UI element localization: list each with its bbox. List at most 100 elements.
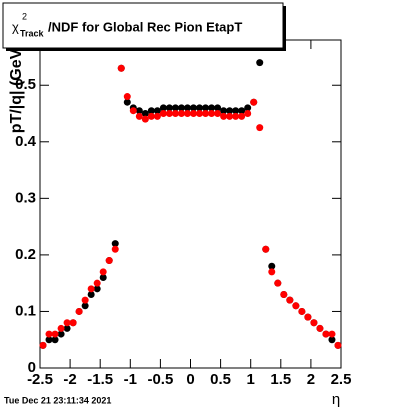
y-tick-label: 0.1 <box>15 302 36 319</box>
title-subscript: Track <box>20 28 45 38</box>
point <box>268 262 276 270</box>
point <box>123 93 131 101</box>
point <box>93 279 101 287</box>
point <box>196 104 204 112</box>
title-symbol: χ <box>12 19 19 34</box>
point <box>244 104 252 112</box>
point <box>250 98 258 106</box>
point <box>226 107 234 115</box>
point <box>304 313 312 321</box>
point <box>75 307 83 315</box>
point <box>202 104 210 112</box>
x-tick-label: 1.5 <box>270 371 291 388</box>
point <box>177 110 185 118</box>
point <box>123 98 131 106</box>
point <box>51 336 59 344</box>
point <box>298 307 306 315</box>
point <box>232 112 240 120</box>
point <box>165 104 173 112</box>
point <box>316 324 324 332</box>
point <box>147 112 155 120</box>
marks: -2.5 -2 -1.5 -1 -0.5 0 0.5 1 1.5 2 2.5 0 0.1 0.2 0.3 0.… <box>15 40 351 388</box>
x-tick-label: 2.5 <box>331 371 352 388</box>
point <box>45 336 53 344</box>
point <box>322 330 330 338</box>
point <box>39 341 47 349</box>
point <box>274 279 282 287</box>
point <box>117 64 125 72</box>
point <box>159 104 167 112</box>
point <box>165 110 173 118</box>
point <box>232 107 240 115</box>
point <box>214 104 222 112</box>
point <box>220 107 228 115</box>
point <box>141 115 149 123</box>
point <box>328 330 336 338</box>
point <box>171 110 179 118</box>
point <box>45 330 53 338</box>
plot-frame <box>39 39 342 369</box>
point <box>147 107 155 115</box>
point <box>244 110 252 118</box>
point <box>292 302 300 310</box>
point <box>196 110 204 118</box>
point <box>51 330 59 338</box>
point <box>310 319 318 327</box>
point <box>328 336 336 344</box>
x-tick-label: -2.5 <box>27 371 53 388</box>
point <box>63 324 71 332</box>
x-tick-label: 2 <box>307 371 315 388</box>
point <box>135 107 143 115</box>
point <box>220 112 228 120</box>
point <box>202 110 210 118</box>
y-tick-label: 0 <box>28 359 36 376</box>
point <box>226 112 234 120</box>
y-tick-label: 0.5 <box>15 76 36 93</box>
point <box>262 245 270 253</box>
x-tick-label: -2 <box>63 371 76 388</box>
y-tick-label: 0.4 <box>15 133 37 150</box>
y-axis-title: pT/|q| (GeV/c) <box>8 30 25 133</box>
y-tick-label: 0.2 <box>15 246 36 263</box>
point <box>208 110 216 118</box>
point <box>171 104 179 112</box>
point <box>153 112 161 120</box>
point <box>111 240 119 248</box>
x-tick-label: 0.5 <box>210 371 231 388</box>
x-tick-label: 1 <box>247 371 255 388</box>
point <box>87 290 95 298</box>
point <box>268 268 276 276</box>
y-tick-label: 0.3 <box>15 189 36 206</box>
point <box>177 104 185 112</box>
point <box>111 245 119 253</box>
point <box>99 268 107 276</box>
point <box>141 110 149 118</box>
point <box>93 285 101 293</box>
point <box>256 124 264 132</box>
point <box>190 110 198 118</box>
title-text: /NDF for Global Rec Pion EtapT <box>48 19 242 34</box>
point <box>238 112 246 120</box>
title-superscript: 2 <box>22 11 27 21</box>
x-tick-label: 0 <box>186 371 194 388</box>
point <box>63 319 71 327</box>
point <box>99 274 107 282</box>
point <box>183 110 191 118</box>
point <box>81 302 89 310</box>
point <box>87 285 95 293</box>
point <box>183 104 191 112</box>
timestamp: Tue Dec 21 23:11:34 2021 <box>4 395 111 405</box>
title-box <box>2 2 284 49</box>
point <box>214 110 222 118</box>
point <box>190 104 198 112</box>
point <box>286 296 294 304</box>
point <box>135 112 143 120</box>
x-tick-label: -1.5 <box>87 371 113 388</box>
x-tick-label: -0.5 <box>147 371 173 388</box>
point <box>256 59 264 67</box>
point <box>153 107 161 115</box>
point <box>280 290 288 298</box>
x-tick-label: -1 <box>124 371 137 388</box>
point <box>159 110 167 118</box>
